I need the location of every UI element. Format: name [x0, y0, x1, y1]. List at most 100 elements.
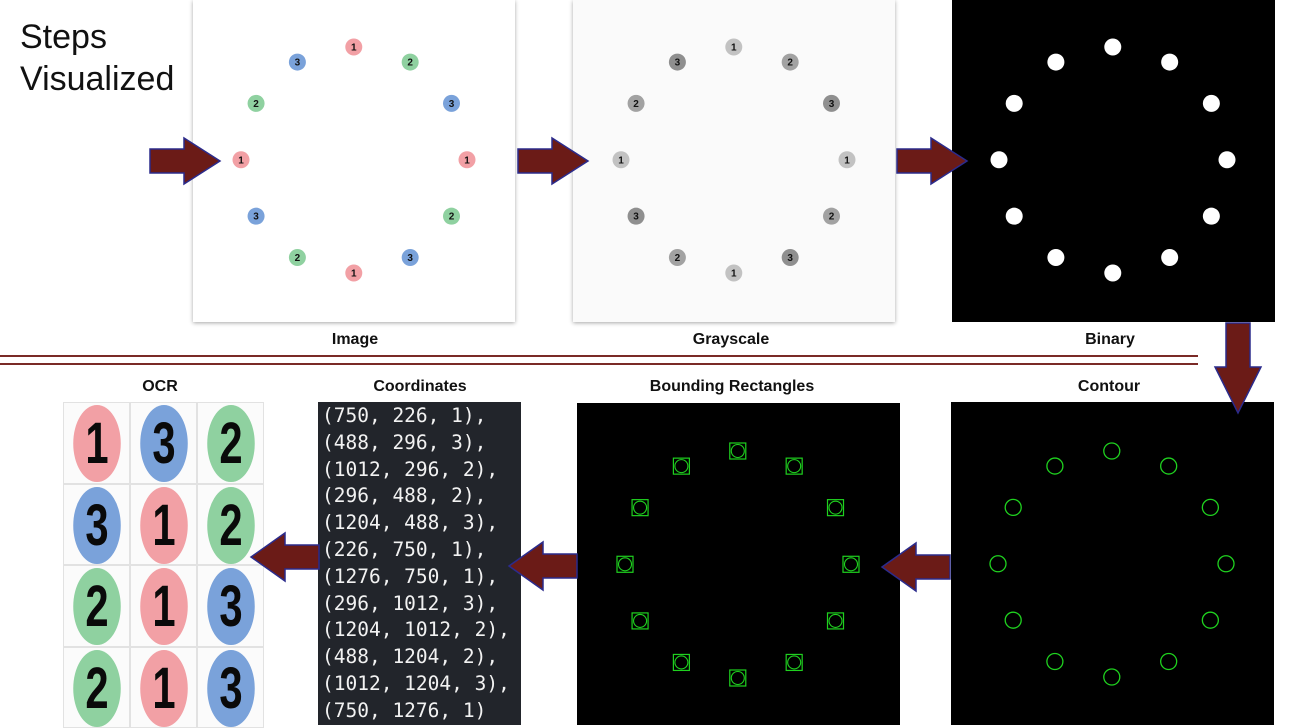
contour-circle [1218, 556, 1234, 572]
binary-dot [1203, 208, 1220, 225]
dot-label: 1 [844, 155, 850, 166]
dot-label: 1 [464, 155, 470, 166]
divider-line-bottom [0, 363, 1198, 365]
bounding-rectangles-label: Bounding Rectangles [650, 378, 814, 396]
bounding-box [617, 556, 633, 572]
binary-dot [1219, 151, 1236, 168]
color-dot: 3 [443, 95, 460, 112]
bounding-rect [828, 613, 844, 629]
gray-dot: 3 [823, 95, 840, 112]
contour-circle [1005, 612, 1021, 628]
contour-circle [1104, 443, 1120, 459]
dot-label: 3 [829, 99, 835, 110]
bounding-circle [829, 614, 842, 627]
binary-dot [1006, 208, 1023, 225]
color-dot: 2 [289, 249, 306, 266]
contour-panel [951, 402, 1274, 725]
dot-label: 2 [449, 212, 455, 223]
contour-circle [1161, 654, 1177, 670]
bounding-box [786, 458, 802, 474]
dot-label: 2 [829, 212, 835, 223]
image-label: Image [332, 331, 378, 349]
left-arrow-icon [507, 540, 579, 592]
bounding-rect [730, 670, 746, 686]
color-dot: 1 [345, 265, 362, 282]
color-dot: 2 [248, 95, 265, 112]
coordinate-line: (750, 226, 1), [322, 404, 486, 427]
bounding-rect [632, 500, 648, 516]
dot-label: 1 [238, 155, 244, 166]
dot-label: 2 [675, 253, 681, 264]
binary-dot [991, 151, 1008, 168]
coordinate-line: (1204, 488, 3), [322, 511, 498, 534]
ocr-digit: 3 [207, 568, 255, 645]
gray-dot: 1 [839, 151, 856, 168]
bounding-shapes [577, 403, 900, 725]
binary-dot [1047, 249, 1064, 266]
ocr-digit: 1 [140, 568, 188, 645]
contour-circle [1202, 612, 1218, 628]
bounding-circle [634, 501, 647, 514]
dot-label: 1 [731, 43, 737, 54]
gray-dot: 1 [725, 39, 742, 56]
contour-circle [1047, 458, 1063, 474]
dot-label: 2 [253, 99, 259, 110]
bounding-circle [731, 445, 744, 458]
left-arrow-icon [880, 541, 952, 593]
ocr-digit: 1 [73, 405, 121, 482]
binary-dot [1203, 95, 1220, 112]
bounding-box [632, 500, 648, 516]
color-dot: 3 [248, 208, 265, 225]
ocr-digit: 2 [207, 405, 255, 482]
gray-dot: 2 [628, 95, 645, 112]
contour-circle [1104, 669, 1120, 685]
arrow-shape [150, 138, 220, 184]
dot-label: 3 [787, 253, 793, 264]
grayscale-label: Grayscale [693, 331, 770, 349]
coordinate-line: (1276, 750, 1), [322, 565, 498, 588]
ocr-label: OCR [142, 378, 178, 396]
bounding-box [673, 654, 689, 670]
coordinate-line: (750, 1276, 1) [322, 699, 486, 722]
ocr-cell: 1 [130, 484, 197, 566]
dot-label: 3 [407, 253, 413, 264]
arrow-shape [509, 542, 577, 590]
dot-label: 3 [295, 58, 301, 69]
color-dot: 3 [289, 54, 306, 71]
coordinate-line: (488, 1204, 2), [322, 645, 498, 668]
page-title: Steps Visualized [20, 16, 174, 100]
bounding-box [632, 613, 648, 629]
bounding-circle [675, 460, 688, 473]
right-arrow-icon [148, 136, 222, 186]
coordinate-line: (1204, 1012, 2), [322, 618, 510, 641]
dot-label: 2 [407, 58, 413, 69]
color-dot: 3 [402, 249, 419, 266]
bounding-box [730, 670, 746, 686]
dot-label: 3 [253, 212, 259, 223]
dot-label: 2 [787, 58, 793, 69]
bounding-rect [730, 443, 746, 459]
arrow-shape [882, 543, 950, 591]
ocr-cell: 2 [197, 402, 264, 484]
contour-circle [1161, 458, 1177, 474]
ocr-digit: 2 [73, 650, 121, 727]
dot-label: 1 [351, 269, 357, 280]
ocr-cell: 1 [63, 402, 130, 484]
ocr-digit: 1 [140, 487, 188, 564]
bounding-box [786, 654, 802, 670]
binary-dots [952, 0, 1275, 322]
ocr-cell: 3 [197, 647, 264, 728]
bounding-circle [829, 501, 842, 514]
color-dot: 1 [233, 151, 250, 168]
gray-dot: 2 [823, 208, 840, 225]
divider-line-top [0, 355, 1198, 357]
bounding-box [673, 458, 689, 474]
bounding-rect [786, 654, 802, 670]
ocr-digit: 2 [73, 568, 121, 645]
arrow-shape [251, 533, 319, 581]
